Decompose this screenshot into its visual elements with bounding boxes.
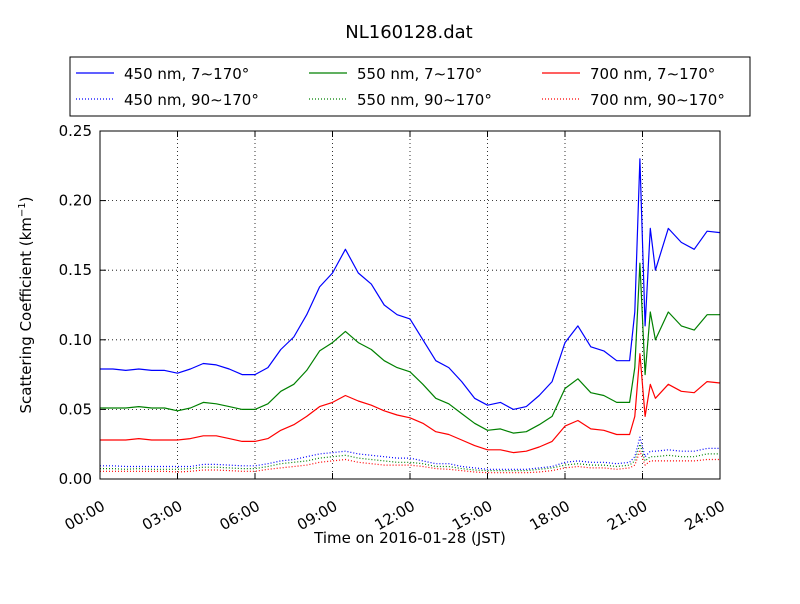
x-tick-label: 24:00 [682, 497, 728, 534]
y-tick-label: 0.05 [59, 400, 92, 418]
chart-title: NL160128.dat [345, 22, 472, 43]
series-line-1 [100, 436, 720, 470]
x-tick-label: 21:00 [604, 497, 650, 534]
legend-label-0: 450 nm, 7∼170° [124, 65, 249, 83]
y-axis-label: Scattering Coefficient (km−1) [17, 196, 35, 413]
legend-label-1: 450 nm, 90∼170° [124, 91, 259, 109]
y-tick-label: 0.20 [59, 192, 92, 210]
series-line-2 [100, 262, 720, 434]
series-layer [100, 158, 721, 474]
x-tick-label: 06:00 [217, 497, 263, 534]
series-line-4 [100, 353, 721, 454]
y-tick-label: 0.15 [59, 261, 92, 279]
y-axis-label-superscript: −1 [17, 202, 28, 217]
legend-label-4: 700 nm, 7∼170° [590, 65, 715, 83]
y-tick-label: 0.00 [59, 470, 92, 488]
y-axis-label-close: ) [17, 196, 35, 202]
x-tick-label: 00:00 [62, 497, 108, 534]
series-line-5 [100, 450, 720, 474]
x-axis-label: Time on 2016-01-28 (JST) [313, 529, 506, 547]
legend-label-3: 550 nm, 90∼170° [357, 91, 492, 109]
legend-label-5: 700 nm, 90∼170° [590, 91, 725, 109]
y-axis-label-main: Scattering Coefficient (km [17, 217, 35, 413]
legend-label-2: 550 nm, 7∼170° [357, 65, 482, 83]
legend: 450 nm, 7∼170° 550 nm, 7∼170° 700 nm, 7∼17… [69, 56, 751, 117]
grid [100, 131, 720, 479]
y-tick-label: 0.10 [59, 331, 92, 349]
y-tick-label: 0.25 [59, 122, 92, 140]
legend-box [69, 56, 751, 117]
series-line-0 [100, 158, 721, 410]
x-tick-label: 18:00 [527, 497, 573, 534]
series-line-3 [100, 443, 720, 472]
x-tick-label: 03:00 [139, 497, 185, 534]
